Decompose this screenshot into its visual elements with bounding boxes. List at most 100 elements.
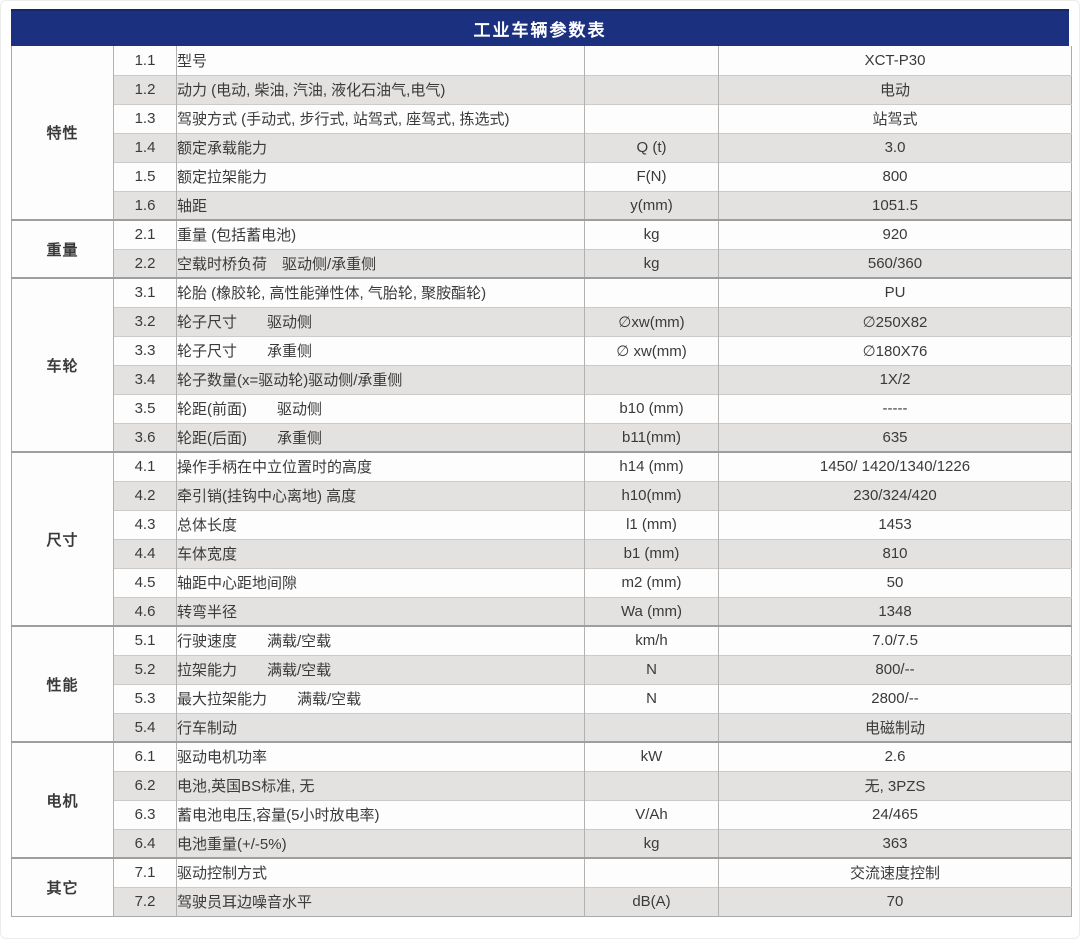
row-description: 蓄电池电压,容量(5小时放电率) <box>176 799 585 829</box>
row-number: 5.1 <box>113 625 177 655</box>
row-number: 3.4 <box>113 364 177 394</box>
row-description: 牵引销(挂钩中心离地) 高度 <box>176 480 585 510</box>
row-description: 轮子数量(x=驱动轮)驱动侧/承重侧 <box>176 364 585 394</box>
table-row: 1.5 额定拉架能力 F(N) 800 <box>12 161 1072 191</box>
row-description: 行车制动 <box>176 712 585 742</box>
row-unit: h10(mm) <box>584 480 719 510</box>
row-unit: dB(A) <box>584 886 719 916</box>
row-value: 635 <box>718 422 1072 452</box>
row-unit: V/Ah <box>584 799 719 829</box>
table-row: 3.5 轮距(前面) 驱动侧 b10 (mm) ----- <box>12 393 1072 423</box>
row-description: 电池,英国BS标准, 无 <box>176 770 585 800</box>
row-description: 轴距中心距地间隙 <box>176 567 585 597</box>
row-number: 1.6 <box>113 190 177 220</box>
row-unit: Q (t) <box>584 132 719 162</box>
row-value: 3.0 <box>718 132 1072 162</box>
row-description: 轮子尺寸 承重侧 <box>176 335 585 365</box>
category-cell: 重量 <box>11 219 114 278</box>
row-value: 2.6 <box>718 741 1072 771</box>
row-description: 驱动电机功率 <box>176 741 585 771</box>
row-number: 4.4 <box>113 538 177 568</box>
row-description: 最大拉架能力 满载/空载 <box>176 683 585 713</box>
row-value: 2800/-- <box>718 683 1072 713</box>
table-row: 6.3 蓄电池电压,容量(5小时放电率) V/Ah 24/465 <box>12 799 1072 829</box>
row-unit <box>584 103 719 133</box>
row-unit <box>584 770 719 800</box>
row-value: 363 <box>718 828 1072 858</box>
row-number: 7.2 <box>113 886 177 916</box>
table-row: 6.4 电池重量(+/-5%) kg 363 <box>12 828 1072 858</box>
row-unit <box>584 364 719 394</box>
row-description: 额定拉架能力 <box>176 161 585 191</box>
row-unit: N <box>584 654 719 684</box>
table-row: 4.2 牵引销(挂钩中心离地) 高度 h10(mm) 230/324/420 <box>12 480 1072 510</box>
row-number: 3.2 <box>113 306 177 336</box>
row-value: 800 <box>718 161 1072 191</box>
row-number: 6.1 <box>113 741 177 771</box>
section-7: 其它 7.1 驱动控制方式 交流速度控制 7.2 驾驶员耳边噪音水平 dB(A) 70 <box>11 857 1072 916</box>
row-number: 1.4 <box>113 132 177 162</box>
row-number: 3.1 <box>113 277 177 307</box>
table-row: 重量 2.1 重量 (包括蓄电池) kg 920 <box>11 219 1072 278</box>
row-unit <box>584 712 719 742</box>
row-description: 轮距(后面) 承重侧 <box>176 422 585 452</box>
row-description: 动力 (电动, 柴油, 汽油, 液化石油气,电气) <box>176 74 585 104</box>
table-row: 特性 1.1 型号 XCT-P30 <box>11 46 1072 220</box>
row-unit: Wa (mm) <box>584 596 719 626</box>
row-value: 1453 <box>718 509 1072 539</box>
row-value: 560/360 <box>718 248 1072 278</box>
table-row: 5.2 拉架能力 满载/空载 N 800/-- <box>12 654 1072 684</box>
table-row: 3.2 轮子尺寸 驱动侧 ∅xw(mm) ∅250X82 <box>12 306 1072 336</box>
category-cell: 电机 <box>11 741 114 858</box>
row-number: 5.2 <box>113 654 177 684</box>
row-description: 轮胎 (橡胶轮, 高性能弹性体, 气胎轮, 聚胺酯轮) <box>176 277 585 307</box>
row-value: 920 <box>718 219 1072 249</box>
table-row: 3.3 轮子尺寸 承重侧 ∅ xw(mm) ∅180X76 <box>12 335 1072 365</box>
row-description: 额定承载能力 <box>176 132 585 162</box>
row-unit: b1 (mm) <box>584 538 719 568</box>
row-unit: N <box>584 683 719 713</box>
row-description: 操作手柄在中立位置时的高度 <box>176 451 585 481</box>
row-unit: h14 (mm) <box>584 451 719 481</box>
row-description: 轮距(前面) 驱动侧 <box>176 393 585 423</box>
row-value: PU <box>718 277 1072 307</box>
row-description: 转弯半径 <box>176 596 585 626</box>
table-row: 1.4 额定承载能力 Q (t) 3.0 <box>12 132 1072 162</box>
table-row: 2.2 空载时桥负荷 驱动侧/承重侧 kg 560/360 <box>12 248 1072 278</box>
row-value: 1051.5 <box>718 190 1072 220</box>
category-cell: 尺寸 <box>11 451 114 626</box>
row-value: 交流速度控制 <box>718 857 1072 887</box>
row-value: ----- <box>718 393 1072 423</box>
row-value: 电磁制动 <box>718 712 1072 742</box>
row-unit <box>584 74 719 104</box>
row-number: 3.3 <box>113 335 177 365</box>
row-number: 4.1 <box>113 451 177 481</box>
row-unit: m2 (mm) <box>584 567 719 597</box>
table-row: 1.6 轴距 y(mm) 1051.5 <box>12 190 1072 220</box>
row-value: 230/324/420 <box>718 480 1072 510</box>
row-description: 型号 <box>176 46 585 75</box>
row-description: 行驶速度 满载/空载 <box>176 625 585 655</box>
table-row: 电机 6.1 驱动电机功率 kW 2.6 <box>11 741 1072 858</box>
row-number: 7.1 <box>113 857 177 887</box>
category-cell: 其它 <box>11 857 114 916</box>
row-value: ∅180X76 <box>718 335 1072 365</box>
table-row: 4.3 总体长度 l1 (mm) 1453 <box>12 509 1072 539</box>
section-4: 尺寸 4.1 操作手柄在中立位置时的高度 h14 (mm) 1450/ 1420/134… <box>11 451 1072 626</box>
row-value: ∅250X82 <box>718 306 1072 336</box>
table-row: 尺寸 4.1 操作手柄在中立位置时的高度 h14 (mm) 1450/ 1420/134… <box>11 451 1072 626</box>
row-number: 2.2 <box>113 248 177 278</box>
section-5: 性能 5.1 行驶速度 满载/空载 km/h 7.0/7.5 5.2 拉架能力 满载/空载 N… <box>11 625 1072 742</box>
row-value: 800/-- <box>718 654 1072 684</box>
row-description: 驾驶员耳边噪音水平 <box>176 886 585 916</box>
table-row: 5.4 行车制动 电磁制动 <box>12 712 1072 742</box>
row-number: 5.3 <box>113 683 177 713</box>
row-description: 重量 (包括蓄电池) <box>176 219 585 249</box>
row-number: 2.1 <box>113 219 177 249</box>
section-1: 特性 1.1 型号 XCT-P30 1.2 动力 (电动, 柴油, 汽油, 液化石油气,电… <box>11 46 1072 220</box>
row-unit: l1 (mm) <box>584 509 719 539</box>
row-description: 驱动控制方式 <box>176 857 585 887</box>
row-description: 总体长度 <box>176 509 585 539</box>
row-number: 4.2 <box>113 480 177 510</box>
row-number: 1.5 <box>113 161 177 191</box>
